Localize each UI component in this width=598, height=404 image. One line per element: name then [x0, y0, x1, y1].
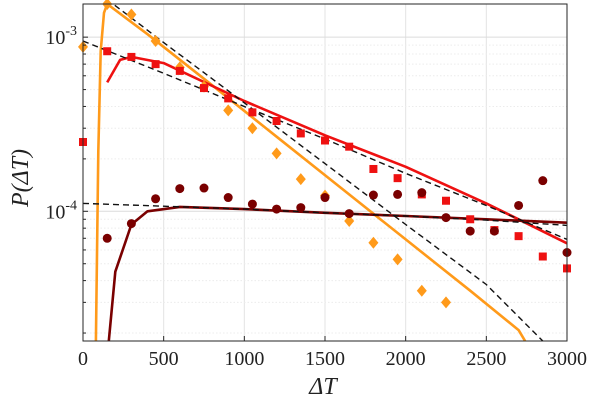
- data-point-square: [248, 108, 257, 117]
- data-point-square: [151, 60, 160, 69]
- data-point-square: [393, 174, 402, 183]
- curves-layer: [83, 4, 567, 341]
- y-axis: 10-4 10-3: [45, 24, 88, 334]
- x-axis: 0 500 1000 1500 2000 2500 3000: [78, 336, 587, 370]
- x-tick-label: 1500: [305, 348, 345, 370]
- data-point-circle: [272, 204, 282, 214]
- data-point-square: [224, 94, 233, 103]
- data-point-diamond: [271, 147, 282, 160]
- data-point-square: [127, 52, 136, 61]
- data-point-square: [514, 232, 523, 241]
- points-layer: [78, 0, 572, 309]
- data-point-diamond: [441, 296, 451, 309]
- data-point-circle: [538, 176, 548, 186]
- y-tick-label: 10-3: [45, 24, 77, 49]
- data-point-diamond: [416, 284, 427, 297]
- data-point-circle: [175, 184, 185, 194]
- data-point-square: [272, 117, 281, 126]
- y-tick-label: 10-4: [45, 198, 77, 223]
- data-point-circle: [296, 203, 306, 213]
- data-point-circle: [514, 200, 524, 210]
- fit-exponential-line-1: [111, 4, 544, 341]
- data-point-circle: [441, 213, 451, 223]
- data-point-circle: [344, 209, 354, 219]
- x-tick-label: 1000: [224, 348, 264, 370]
- y-axis-label: P(ΔT): [8, 149, 34, 208]
- data-point-diamond: [392, 253, 403, 266]
- data-point-circle: [102, 233, 112, 243]
- fit-exponential-line-3: [83, 202, 567, 227]
- data-point-circle: [247, 199, 257, 209]
- data-point-diamond: [295, 173, 306, 186]
- x-tick-label: 500: [149, 348, 179, 370]
- data-point-diamond: [126, 8, 137, 21]
- data-point-diamond: [368, 236, 379, 249]
- data-point-square: [103, 47, 112, 56]
- data-point-diamond: [150, 35, 161, 48]
- data-point-circle: [151, 194, 161, 204]
- data-point-circle: [368, 190, 378, 200]
- x-tick-label: 2500: [466, 348, 506, 370]
- data-point-circle: [199, 183, 209, 193]
- data-point-diamond: [223, 104, 234, 117]
- data-point-diamond: [247, 122, 258, 135]
- data-point-circle: [417, 188, 427, 198]
- data-point-circle: [465, 226, 475, 236]
- data-point-diamond: [344, 214, 355, 227]
- x-tick-label: 0: [78, 348, 88, 370]
- data-point-square: [200, 84, 208, 93]
- data-point-circle: [320, 193, 330, 203]
- fit-model-curve-2: [106, 55, 567, 245]
- data-point-square: [442, 196, 450, 205]
- data-point-square: [321, 136, 329, 145]
- data-point-square: [175, 66, 184, 75]
- data-point-circle: [223, 193, 233, 203]
- data-point-circle: [126, 219, 136, 229]
- data-point-square: [345, 142, 354, 151]
- data-point-square: [369, 164, 378, 173]
- data-point-diamond: [102, 0, 113, 10]
- data-point-square: [466, 215, 475, 224]
- x-axis-label: ΔT: [308, 374, 338, 400]
- x-tick-label: 2000: [386, 348, 426, 370]
- data-point-circle: [393, 189, 403, 199]
- data-point-circle: [489, 226, 499, 236]
- data-point-square: [296, 129, 305, 138]
- x-tick-label: 3000: [547, 348, 587, 370]
- data-point-square: [538, 252, 547, 261]
